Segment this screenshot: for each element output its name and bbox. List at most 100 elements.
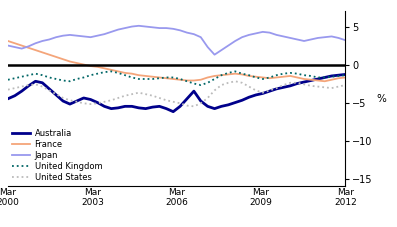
- France: [164, 77, 169, 80]
- United States: [178, 102, 183, 105]
- United States: [185, 104, 189, 107]
- United States: [267, 89, 272, 92]
- United States: [212, 89, 217, 92]
- Australia: [157, 105, 162, 108]
- France: [274, 76, 279, 79]
- United States: [322, 86, 327, 89]
- United Kingdom: [198, 84, 203, 86]
- Australia: [6, 97, 10, 100]
- United Kingdom: [226, 72, 231, 74]
- United Kingdom: [274, 74, 279, 76]
- Australia: [295, 82, 300, 85]
- United Kingdom: [205, 81, 210, 84]
- United Kingdom: [61, 79, 66, 82]
- Legend: Australia, France, Japan, United Kingdom, United States: Australia, France, Japan, United Kingdom…: [12, 129, 102, 182]
- United Kingdom: [12, 77, 17, 80]
- Japan: [288, 37, 293, 39]
- France: [329, 78, 334, 81]
- Japan: [253, 32, 258, 35]
- Japan: [295, 38, 300, 41]
- United Kingdom: [185, 80, 189, 83]
- Line: Australia: Australia: [8, 74, 345, 112]
- Australia: [137, 106, 141, 109]
- United Kingdom: [164, 76, 169, 79]
- United Kingdom: [260, 78, 265, 80]
- United Kingdom: [302, 74, 306, 76]
- France: [316, 79, 320, 82]
- France: [123, 72, 127, 74]
- United States: [74, 100, 79, 103]
- Japan: [19, 47, 24, 50]
- United Kingdom: [67, 80, 72, 83]
- France: [102, 67, 107, 70]
- France: [205, 76, 210, 79]
- United States: [343, 84, 348, 86]
- United States: [191, 105, 196, 108]
- France: [157, 76, 162, 79]
- United States: [26, 84, 31, 86]
- United States: [226, 81, 231, 84]
- France: [95, 65, 100, 68]
- Japan: [88, 36, 93, 39]
- Australia: [81, 97, 86, 99]
- France: [281, 75, 286, 78]
- Japan: [26, 45, 31, 48]
- France: [308, 78, 313, 81]
- Australia: [322, 76, 327, 79]
- Line: United Kingdom: United Kingdom: [8, 71, 345, 85]
- United States: [102, 100, 107, 103]
- United States: [47, 89, 52, 92]
- United States: [295, 81, 300, 84]
- France: [247, 75, 251, 77]
- United States: [219, 84, 224, 86]
- United Kingdom: [343, 74, 348, 76]
- Japan: [33, 42, 38, 45]
- France: [109, 69, 114, 71]
- Line: France: France: [8, 41, 345, 81]
- Japan: [185, 31, 189, 34]
- Japan: [233, 40, 237, 42]
- Japan: [157, 27, 162, 30]
- United States: [67, 99, 72, 102]
- United Kingdom: [81, 76, 86, 79]
- Australia: [74, 100, 79, 102]
- United States: [316, 85, 320, 88]
- United States: [40, 85, 45, 88]
- France: [240, 73, 245, 76]
- Australia: [164, 107, 169, 110]
- Japan: [12, 46, 17, 48]
- United States: [281, 84, 286, 86]
- United States: [274, 87, 279, 89]
- Japan: [198, 36, 203, 39]
- France: [212, 75, 217, 77]
- Australia: [129, 105, 134, 108]
- France: [178, 78, 183, 81]
- Australia: [308, 79, 313, 82]
- United Kingdom: [253, 76, 258, 79]
- United Kingdom: [322, 76, 327, 79]
- United States: [308, 84, 313, 87]
- United States: [123, 94, 127, 97]
- France: [40, 51, 45, 54]
- United States: [6, 88, 10, 91]
- France: [185, 79, 189, 82]
- United Kingdom: [247, 74, 251, 76]
- United States: [198, 102, 203, 105]
- Japan: [95, 34, 100, 37]
- France: [81, 63, 86, 66]
- Japan: [191, 33, 196, 35]
- Line: United States: United States: [8, 81, 345, 106]
- Australia: [302, 81, 306, 83]
- United Kingdom: [191, 82, 196, 85]
- Japan: [329, 35, 334, 38]
- United States: [19, 85, 24, 88]
- United Kingdom: [26, 74, 31, 76]
- France: [19, 44, 24, 47]
- Japan: [205, 46, 210, 48]
- Australia: [19, 90, 24, 93]
- Australia: [198, 100, 203, 102]
- Australia: [336, 74, 341, 76]
- United Kingdom: [143, 78, 148, 80]
- Australia: [288, 84, 293, 87]
- United States: [247, 85, 251, 88]
